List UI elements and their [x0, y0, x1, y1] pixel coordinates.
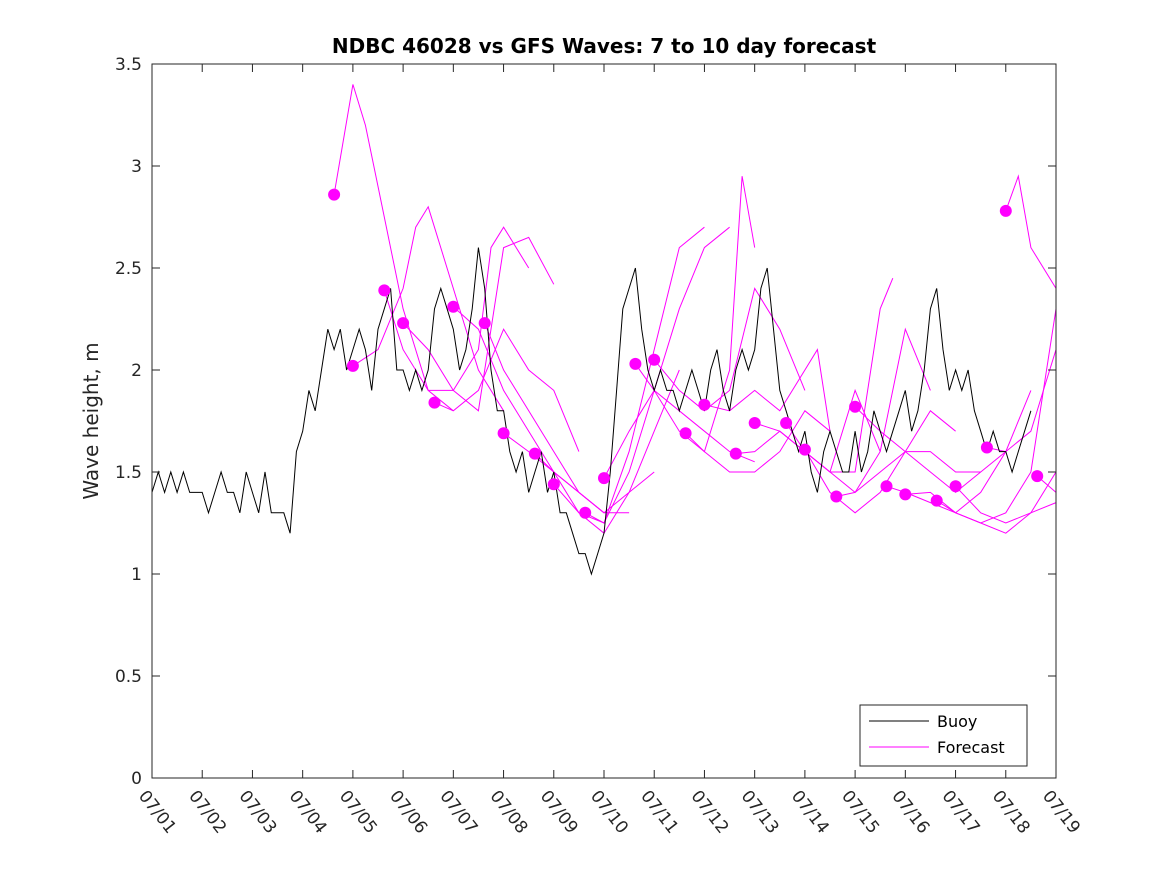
forecast-marker	[328, 188, 341, 201]
axes	[151, 63, 1057, 779]
legend: Buoy Forecast	[859, 704, 1028, 767]
forecast-marker	[849, 400, 862, 413]
forecast-marker	[980, 441, 993, 454]
y-tick-label: 2.5	[115, 259, 142, 279]
forecast-marker	[629, 357, 642, 370]
forecast-run-line	[553, 226, 705, 524]
buoy-series-line	[151, 247, 1032, 576]
forecast-marker	[346, 359, 359, 372]
forecast-marker	[397, 317, 410, 330]
forecast-marker	[528, 447, 541, 460]
y-tick-label: 1	[131, 565, 142, 585]
forecast-marker	[780, 417, 793, 429]
forecast-marker	[880, 480, 893, 493]
forecast-marker	[1031, 470, 1044, 483]
y-tick-label: 2	[131, 361, 142, 381]
forecast-run-line	[685, 410, 831, 473]
forecast-marker	[798, 443, 811, 456]
forecast-run-line	[434, 328, 580, 452]
forecast-marker	[579, 506, 592, 519]
forecast-marker	[748, 417, 761, 429]
forecast-marker	[949, 480, 962, 493]
forecast-marker	[478, 317, 491, 330]
legend-buoy-label: Buoy	[937, 712, 977, 731]
forecast-run-line	[653, 287, 806, 412]
forecast-marker	[679, 427, 692, 440]
legend-forecast-label: Forecast	[937, 738, 1005, 757]
legend-box	[859, 704, 1028, 767]
plot-area	[152, 64, 1056, 778]
forecast-run-line	[804, 410, 956, 514]
forecast-marker	[899, 488, 912, 501]
forecast-marker	[497, 427, 510, 440]
forecast-marker	[999, 204, 1012, 217]
buoy-layer	[151, 247, 1032, 576]
y-tick-label: 3	[131, 157, 142, 177]
y-tick-label: 0.5	[115, 667, 142, 687]
forecast-marker	[547, 478, 560, 491]
forecast-marker	[648, 353, 661, 366]
chart-title: NDBC 46028 vs GFS Waves: 7 to 10 day for…	[332, 34, 877, 58]
y-tick-label: 0	[131, 769, 142, 789]
y-tick-label: 3.5	[115, 55, 142, 75]
forecast-marker	[598, 472, 610, 485]
y-tick-label: 1.5	[115, 463, 142, 483]
plot-contents	[151, 84, 1057, 576]
forecast-marker	[447, 300, 460, 313]
y-tick-labels: 0 0.5 1 1.5 2 2.5 3 3.5	[115, 55, 142, 789]
forecast-marker	[930, 494, 943, 507]
forecast-run-line	[383, 226, 530, 391]
forecast-marker	[830, 490, 843, 503]
forecast-marker	[378, 284, 391, 297]
forecast-run-line	[402, 236, 555, 412]
forecast-marker	[729, 447, 742, 460]
forecast-marker	[698, 398, 711, 411]
forecast-run-line	[1005, 174, 1057, 289]
forecast-marker	[428, 396, 441, 409]
forecast-run-line	[955, 485, 1057, 524]
y-axis-label: Wave height, m	[79, 342, 103, 499]
forecast-markers	[328, 188, 1044, 519]
